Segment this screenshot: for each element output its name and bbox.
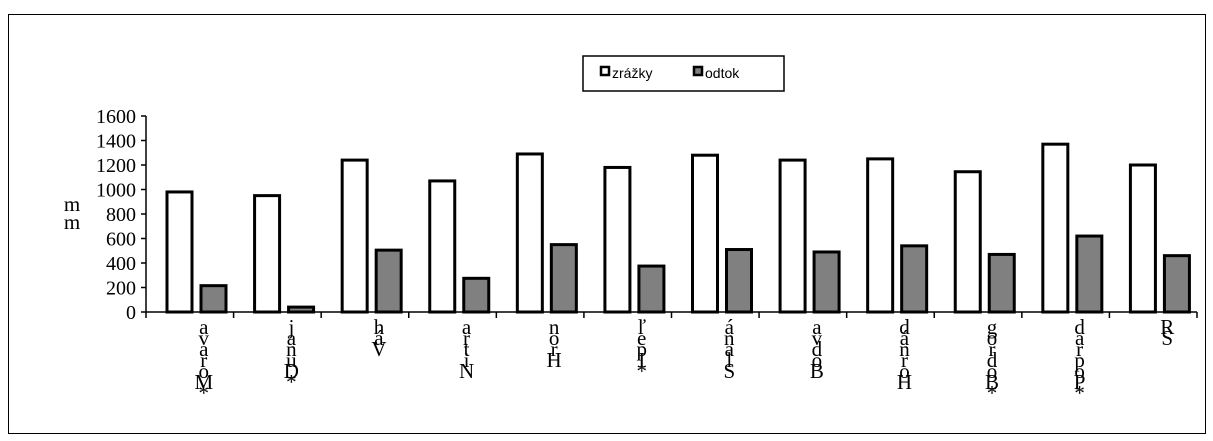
- bar-odtok: [549, 243, 578, 314]
- x-axis: avaroM* januD* háV artiN norH ľepI* ánalS avdoB…: [145, 311, 1198, 405]
- x-tick-label: RS: [1160, 315, 1174, 350]
- x-tick-label: artiN: [459, 315, 474, 383]
- bars: [165, 142, 1191, 314]
- x-tick-label: gordoB*: [985, 315, 999, 405]
- bar-odtok: [1075, 234, 1104, 314]
- legend-swatch-zrazky: [599, 65, 611, 77]
- bar-odtok: [462, 276, 491, 314]
- y-tick-label: 1000: [96, 180, 136, 202]
- x-tick-label: avdoB: [810, 315, 824, 383]
- x-tick-label: norH: [547, 315, 562, 372]
- bar-odtok: [900, 244, 929, 314]
- legend: zrážky odtok: [582, 55, 785, 92]
- bar-zrazky: [778, 158, 807, 314]
- bar-zrazky: [1128, 163, 1157, 314]
- bar-odtok: [374, 248, 403, 314]
- y-tick-label: 1400: [96, 131, 136, 153]
- bar-zrazky: [1041, 142, 1070, 314]
- bar-zrazky: [866, 157, 895, 314]
- y-tick-label: 200: [106, 278, 136, 300]
- bar-zrazky: [253, 194, 282, 314]
- bar-zrazky: [691, 153, 719, 314]
- bar-odtok: [725, 248, 753, 314]
- x-tick-label: ánalS: [723, 315, 735, 383]
- x-tick-label: avaroM*: [194, 315, 213, 405]
- bar-odtok: [1162, 254, 1191, 314]
- legend-label-zrazky: zrážky: [612, 65, 652, 81]
- x-tick-label: háV: [371, 315, 386, 361]
- x-tick-label: januD*: [284, 315, 299, 394]
- bar-zrazky: [428, 179, 457, 314]
- bar-odtok: [812, 250, 841, 314]
- x-tick-label: ľepI*: [636, 315, 647, 383]
- legend-box: [582, 55, 785, 92]
- bar-zrazky: [603, 165, 632, 314]
- y-tick-label: 1600: [96, 106, 136, 128]
- y-tick-label: 400: [106, 253, 136, 275]
- x-tick-label: darpoP*: [1074, 315, 1086, 405]
- y-tick-label: 600: [106, 229, 136, 251]
- x-tick-label: dánroH: [897, 315, 912, 394]
- y-tick-label: 800: [106, 204, 136, 226]
- bar-zrazky: [340, 158, 369, 314]
- legend-label-odtok: odtok: [705, 65, 740, 81]
- y-tick-label: 0: [126, 302, 136, 324]
- bar-odtok: [987, 252, 1016, 314]
- bar-zrazky: [953, 170, 982, 314]
- bar-odtok: [637, 264, 666, 314]
- y-tick-label: 1200: [96, 155, 136, 177]
- legend-swatch-odtok: [692, 65, 704, 77]
- bar-zrazky: [165, 190, 194, 314]
- bar-zrazky: [515, 152, 544, 314]
- bar-odtok: [199, 284, 228, 314]
